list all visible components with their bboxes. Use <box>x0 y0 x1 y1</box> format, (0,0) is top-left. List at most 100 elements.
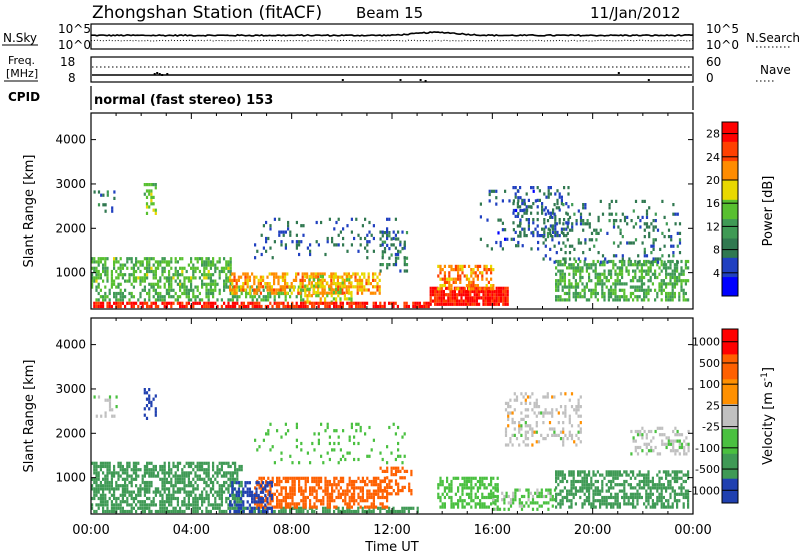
heatmap-cell <box>544 225 547 229</box>
heatmap-cell <box>603 259 606 264</box>
heatmap-cell <box>264 295 267 299</box>
heatmap-cell <box>234 464 237 469</box>
heatmap-cell <box>342 243 345 247</box>
heatmap-cell <box>687 298 690 302</box>
heatmap-cell <box>490 476 493 480</box>
heatmap-cell <box>324 252 327 257</box>
heatmap-cell <box>394 252 397 257</box>
heatmap-cell <box>233 288 236 292</box>
heatmap-cell <box>549 215 552 219</box>
heatmap-cell <box>457 264 460 268</box>
heatmap-cell <box>97 484 100 488</box>
heatmap-cell <box>183 496 186 501</box>
heatmap-cell <box>663 235 666 239</box>
heatmap-cell <box>485 264 488 268</box>
heatmap-cell <box>601 285 604 289</box>
heatmap-cell <box>209 477 212 481</box>
heatmap-cell <box>401 466 404 470</box>
heatmap-cell <box>220 503 223 507</box>
heatmap-cell <box>372 479 375 484</box>
heatmap-cell <box>194 509 197 514</box>
heatmap-cell <box>638 288 641 292</box>
heatmap-cell <box>297 288 300 292</box>
heatmap-cell <box>132 464 135 469</box>
heatmap-cell <box>471 289 474 294</box>
heatmap-cell <box>165 471 168 475</box>
heatmap-cell <box>623 502 626 506</box>
heatmap-cell <box>102 461 105 465</box>
heatmap-cell <box>194 480 197 485</box>
heatmap-cell <box>236 298 239 302</box>
heatmap-cell <box>357 476 360 480</box>
heatmap-cell <box>446 277 449 281</box>
heatmap-cell <box>614 476 617 480</box>
heatmap-cell <box>170 304 173 309</box>
heatmap-cell <box>452 277 455 281</box>
heatmap-cell <box>372 495 375 500</box>
heatmap-cell <box>515 208 518 213</box>
heatmap-cell <box>492 284 495 288</box>
heatmap-cell <box>386 266 389 270</box>
heatmap-cell <box>440 299 443 303</box>
heatmap-cell <box>584 257 587 261</box>
heatmap-cell <box>634 495 637 500</box>
heatmap-cell <box>315 274 318 279</box>
heatmap-cell <box>298 479 301 484</box>
heatmap-cell <box>438 296 441 300</box>
heatmap-cell <box>468 264 471 268</box>
heatmap-cell <box>431 299 434 303</box>
heatmap-cell <box>464 289 467 294</box>
heatmap-cell <box>676 269 679 273</box>
heatmap-cell <box>271 499 274 503</box>
heatmap-cell <box>119 301 122 305</box>
heatmap-cell <box>154 410 157 414</box>
heatmap-cell <box>240 275 243 279</box>
heatmap-cell <box>165 487 168 491</box>
heatmap-cell <box>461 505 464 509</box>
heatmap-cell <box>119 269 122 274</box>
heatmap-cell <box>480 289 483 294</box>
heatmap-cell <box>545 488 548 492</box>
heatmap-cell <box>562 231 565 235</box>
heatmap-cell <box>313 502 316 506</box>
heatmap-cell <box>326 236 329 241</box>
heatmap-cell <box>183 304 186 309</box>
heatmap-cell <box>596 275 599 280</box>
heatmap-cell <box>337 506 340 510</box>
heatmap-cell <box>229 298 232 302</box>
heatmap-cell <box>304 486 307 490</box>
heatmap-cell <box>128 464 131 469</box>
heatmap-cell <box>229 464 232 469</box>
heatmap-cell <box>350 285 353 289</box>
heatmap-cell <box>157 266 160 270</box>
heatmap-cell <box>143 183 146 187</box>
heatmap-cell <box>570 473 573 477</box>
heatmap-cell <box>381 495 384 500</box>
heatmap-cell <box>270 506 273 510</box>
heatmap-cell <box>564 414 567 418</box>
heatmap-cell <box>673 492 676 496</box>
heatmap-cell <box>497 293 500 297</box>
heatmap-cell <box>328 301 331 305</box>
heatmap-cell <box>259 497 262 501</box>
heatmap-cell <box>673 476 676 480</box>
heatmap-cell <box>489 289 492 294</box>
heatmap-cell <box>176 480 179 485</box>
heatmap-cell <box>150 400 153 404</box>
heatmap-cell <box>289 486 292 490</box>
heatmap-cell <box>527 224 530 228</box>
heatmap-cell <box>612 225 616 229</box>
heatmap-cell <box>562 257 565 261</box>
freq-outlier-point <box>153 73 156 75</box>
heatmap-cell <box>223 285 226 289</box>
heatmap-cell <box>152 500 155 504</box>
heatmap-cell <box>227 269 230 274</box>
heatmap-cell <box>100 414 103 418</box>
heatmap-cell <box>507 405 510 409</box>
heatmap-cell <box>579 259 582 264</box>
heatmap-cell <box>130 480 133 485</box>
heatmap-cell <box>497 289 500 294</box>
heatmap-cell <box>220 461 223 465</box>
heatmap-cell <box>449 289 452 294</box>
heatmap-cell <box>555 282 558 286</box>
